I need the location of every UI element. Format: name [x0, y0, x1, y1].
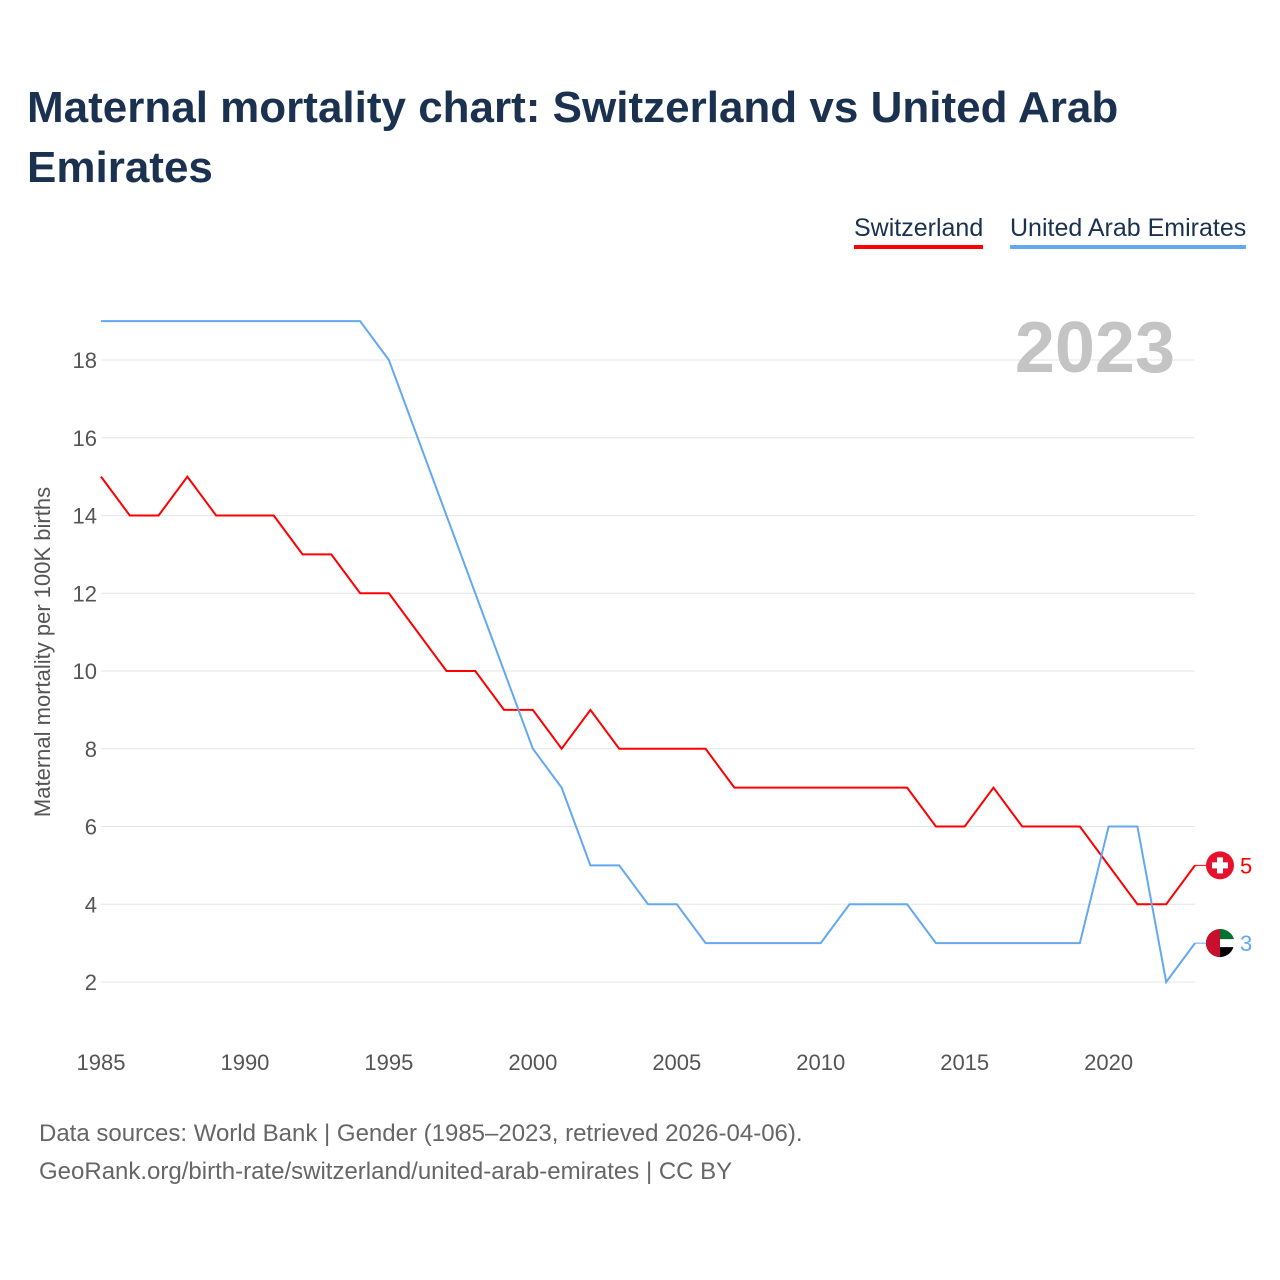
flag-stripe	[1220, 929, 1234, 940]
end-value-label: 5	[1240, 853, 1252, 878]
end-value-label: 3	[1240, 931, 1252, 956]
series-line-switzerland	[100, 474, 1196, 906]
y-tick-label: 8	[85, 737, 97, 762]
y-tick-label: 16	[73, 426, 97, 451]
y-axis-label: Maternal mortality per 100K births	[30, 487, 55, 817]
chart-title: Maternal mortality chart: Switzerland vs…	[27, 83, 1119, 192]
legend-united-arab-emirates[interactable]: United Arab Emirates	[1010, 214, 1247, 249]
x-tick-label: 1995	[364, 1050, 413, 1075]
x-tick-label: 2020	[1084, 1050, 1133, 1075]
series-line-uae	[101, 320, 1196, 985]
x-tick-label: 2005	[652, 1050, 701, 1075]
y-tick-label: 2	[85, 970, 97, 995]
year-label: 2023	[1015, 308, 1175, 388]
y-tick-label: 18	[73, 348, 97, 373]
x-tick-label: 2010	[796, 1050, 845, 1075]
y-tick-label: 12	[73, 581, 97, 606]
y-tick-label: 10	[73, 659, 97, 684]
source-link[interactable]: GeoRank.org/birth-rate/switzerland/unite…	[39, 1158, 733, 1185]
data-source: Data sources: World Bank | Gender (1985–…	[39, 1120, 803, 1147]
y-tick-label: 4	[85, 892, 97, 917]
flag-stripe	[1206, 929, 1220, 958]
x-tick-label: 1990	[220, 1050, 269, 1075]
y-tick-label: 14	[73, 504, 97, 529]
y-tick-label: 6	[85, 815, 97, 840]
flag-cross	[1212, 862, 1228, 869]
legend-switzerland[interactable]: Switzerland	[854, 214, 984, 249]
flag-stripe	[1220, 939, 1234, 948]
x-tick-label: 1985	[77, 1050, 126, 1075]
x-tick-label: 2000	[508, 1050, 557, 1075]
x-tick-label: 2015	[940, 1050, 989, 1075]
